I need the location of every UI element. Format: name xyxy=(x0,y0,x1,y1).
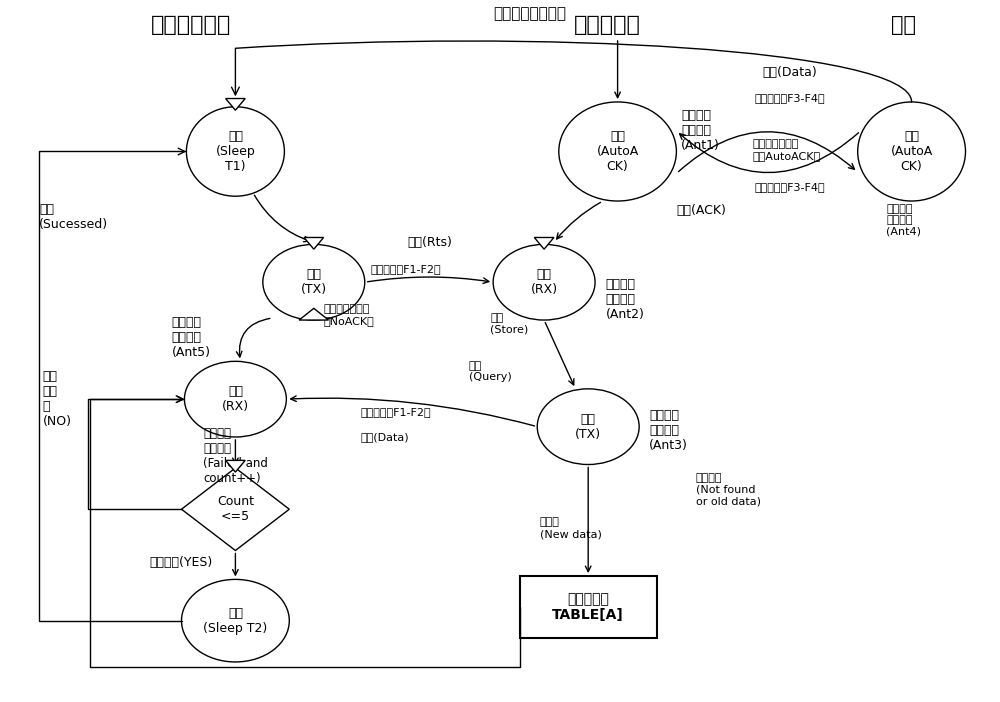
Text: 第一频段（F3-F4）: 第一频段（F3-F4） xyxy=(755,93,825,102)
FancyArrowPatch shape xyxy=(39,148,185,621)
Text: 新数据
(New data): 新数据 (New data) xyxy=(540,517,601,539)
FancyArrowPatch shape xyxy=(90,396,520,668)
Polygon shape xyxy=(304,237,324,249)
Text: 第二频段（F1-F2）: 第二频段（F1-F2） xyxy=(371,265,441,274)
FancyArrowPatch shape xyxy=(88,397,183,509)
Text: 存储
(Store): 存储 (Store) xyxy=(490,312,528,334)
Polygon shape xyxy=(226,461,245,472)
Text: 第二无线
收发单元
(Ant2): 第二无线 收发单元 (Ant2) xyxy=(606,278,645,321)
Polygon shape xyxy=(299,308,328,320)
Text: 自动返回确认指
令（AutoACK）: 自动返回确认指 令（AutoACK） xyxy=(752,139,820,161)
Text: 第二频段（F1-F2）: 第二频段（F1-F2） xyxy=(361,407,431,418)
Text: 发送缓存器
TABLE[A]: 发送缓存器 TABLE[A] xyxy=(552,592,624,622)
Text: Count
<=5: Count <=5 xyxy=(217,495,254,523)
FancyArrowPatch shape xyxy=(232,41,912,102)
Text: 第一频段（F3-F4）: 第一频段（F3-F4） xyxy=(755,183,825,192)
Text: 应答(ACK): 应答(ACK) xyxy=(676,204,726,217)
Text: 满足条件(YES): 满足条件(YES) xyxy=(150,557,213,569)
Text: 第三无线
收发单元
(Ant3): 第三无线 收发单元 (Ant3) xyxy=(649,409,688,451)
Text: 不满
足条
件
(NO): 不满 足条 件 (NO) xyxy=(43,370,72,428)
Text: 数据(Data): 数据(Data) xyxy=(763,66,817,79)
Text: 发送
(TX): 发送 (TX) xyxy=(575,413,601,441)
Text: 区域控制器: 区域控制器 xyxy=(574,15,641,34)
Text: 第四无线
收发单元
(Ant4): 第四无线 收发单元 (Ant4) xyxy=(886,204,921,237)
Text: 电子价格标签: 电子价格标签 xyxy=(151,15,231,34)
Text: 休眠
(Sleep T2): 休眠 (Sleep T2) xyxy=(203,607,268,635)
Text: 网关: 网关 xyxy=(891,15,916,34)
Text: 第五无线
收发单元
(Ant5): 第五无线 收发单元 (Ant5) xyxy=(172,316,211,359)
Polygon shape xyxy=(534,237,554,249)
Text: 休眠
(Sleep
T1): 休眠 (Sleep T1) xyxy=(216,130,255,173)
Text: 第一无线
收发单元
(Ant1): 第一无线 收发单元 (Ant1) xyxy=(681,110,720,152)
Text: 成功
(Sucessed): 成功 (Sucessed) xyxy=(39,203,108,231)
Text: 接收
(AutoA
CK): 接收 (AutoA CK) xyxy=(596,130,639,173)
Text: 查询
(Query): 查询 (Query) xyxy=(469,361,511,383)
Text: 发送
(TX): 发送 (TX) xyxy=(301,268,327,296)
Text: 接收
(AutoA
CK): 接收 (AutoA CK) xyxy=(890,130,933,173)
Bar xyxy=(520,576,657,638)
Text: 数据(Data): 数据(Data) xyxy=(361,432,409,442)
Text: 无返回确认指令
（NoACK）: 无返回确认指令 （NoACK） xyxy=(324,305,374,326)
Text: 接收
(RX): 接收 (RX) xyxy=(222,385,249,413)
Text: 接收
(RX): 接收 (RX) xyxy=(531,268,558,296)
Text: 下行数据传输方向: 下行数据传输方向 xyxy=(493,6,566,21)
Polygon shape xyxy=(226,98,245,110)
Text: 失败，计
数器自增
(Failed and
count++): 失败，计 数器自增 (Failed and count++) xyxy=(203,427,268,484)
Text: 请求(Rts): 请求(Rts) xyxy=(407,236,452,249)
Text: 无新数据
(Not found
or old data): 无新数据 (Not found or old data) xyxy=(696,473,761,507)
